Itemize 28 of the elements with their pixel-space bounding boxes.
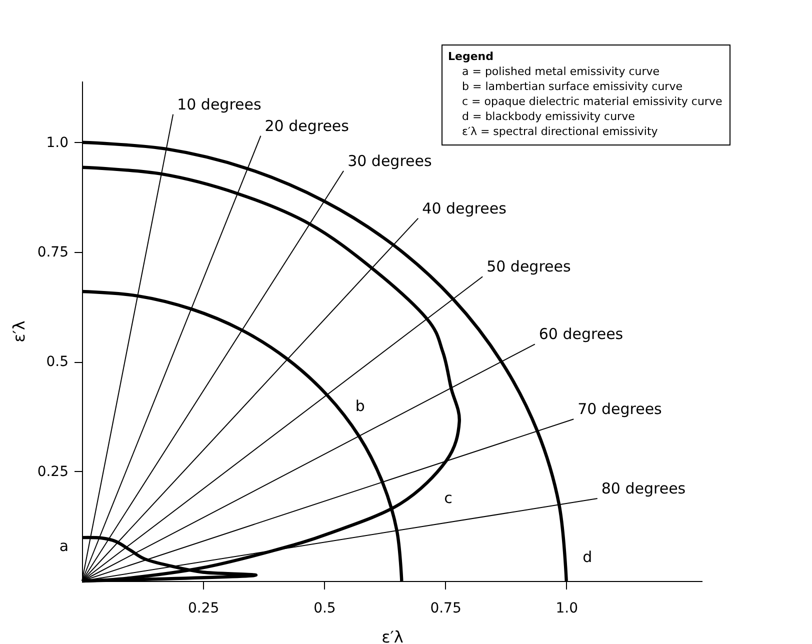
y-tick-label: 0.75 — [37, 244, 68, 261]
series-label: 80 degrees — [601, 480, 686, 498]
annotation: d = blackbody emissivity curve — [462, 110, 636, 123]
annotation: c — [444, 488, 452, 507]
series-label: 60 degrees — [538, 325, 624, 344]
x-tick-label: 1.0 — [556, 600, 578, 616]
x-tick-label: 0.75 — [430, 600, 462, 616]
y-tick-label: 0.25 — [37, 464, 68, 480]
x-tick-label: 0.25 — [188, 600, 220, 616]
y-tick-label: 0.5 — [46, 354, 68, 370]
series-label: 20 degrees — [264, 116, 350, 135]
series-label: 10 degrees — [177, 95, 262, 114]
y-tick-label: 1.0 — [46, 134, 68, 151]
series-label: 40 degrees — [422, 199, 507, 218]
series-label: 50 degrees — [486, 258, 571, 276]
annotation: b = lambertian surface emissivity curve — [462, 80, 683, 93]
text: a = polished metal emissivity curve — [462, 65, 660, 78]
annotation: a — [59, 537, 69, 556]
series-label: 30 degrees — [348, 152, 432, 170]
x-axis-title: ε′λ — [382, 628, 404, 644]
annotation: ε′λ = spectral directional emissivity — [462, 125, 658, 138]
x-tick-label: 0.5 — [314, 600, 336, 616]
y-axis-title: ε′λ — [9, 320, 28, 342]
legend-title: Legend — [448, 50, 494, 63]
annotation: d — [582, 548, 592, 566]
series-label: 70 degrees — [578, 400, 662, 418]
annotation: c = opaque dielectric material emissivity curve — [462, 95, 722, 108]
annotation: b — [355, 397, 365, 416]
